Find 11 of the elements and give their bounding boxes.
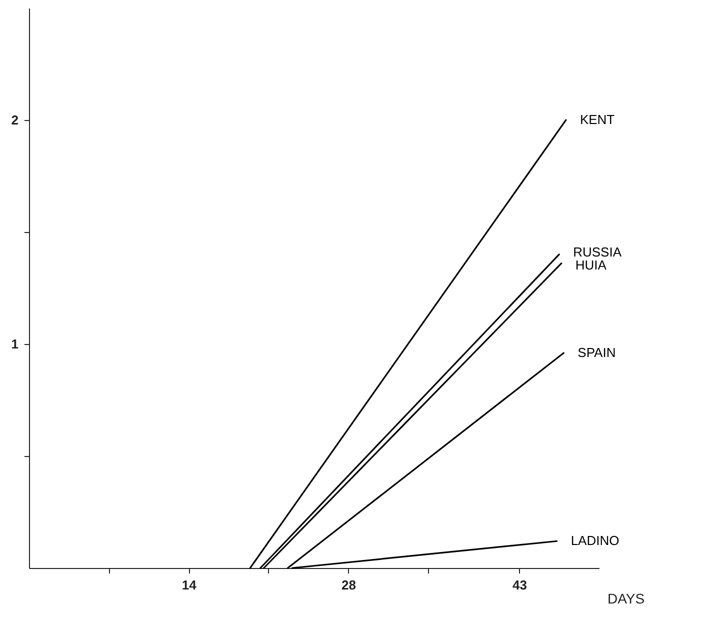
x-tick-label: 14 xyxy=(182,578,198,592)
y-tick-label: 1 xyxy=(11,336,18,352)
y-tick-label: 2 xyxy=(11,112,18,128)
series-label: SPAIN xyxy=(578,344,616,360)
series-label: LADINO xyxy=(570,533,620,548)
x-axis-title: DAYS xyxy=(608,590,645,606)
series-label: HUIA xyxy=(575,257,607,272)
x-tick-label: 28 xyxy=(341,578,356,592)
series-label: KENT xyxy=(580,112,615,127)
x-tick-label: 43 xyxy=(512,578,527,592)
series-label: RUSSIA xyxy=(573,244,622,260)
